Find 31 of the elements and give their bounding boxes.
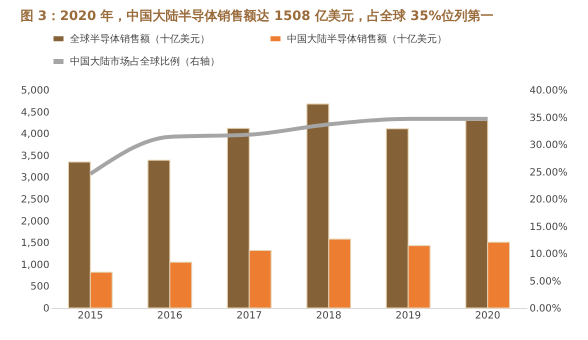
x-tick-label: 2020 xyxy=(474,310,500,322)
x-tick-label: 2015 xyxy=(78,310,104,322)
line-series xyxy=(88,116,490,176)
y2-tick-label: 15.00% xyxy=(530,222,568,233)
y-tick-label: 0 xyxy=(43,304,50,314)
y-tick-label: 2,500 xyxy=(20,194,50,206)
y2-tick-label: 0.00% xyxy=(530,304,562,314)
x-tick-label: 2018 xyxy=(316,310,342,322)
y-tick-label: 5,000 xyxy=(20,86,50,96)
y-tick-label: 500 xyxy=(30,282,50,293)
x-tick-label: 2016 xyxy=(157,310,183,322)
y2-tick-label: 30.00% xyxy=(530,140,568,151)
x-tick-label: 2019 xyxy=(395,310,421,322)
y-tick-label: 1,000 xyxy=(20,260,50,271)
y-tick-label: 4,000 xyxy=(20,129,50,140)
y2-tick-label: 35.00% xyxy=(530,112,568,124)
legend-label: 中国大陆半导体销售额（十亿美元） xyxy=(287,32,447,45)
chart-title: 图 3：2020 年，中国大陆半导体销售额达 1508 亿美元，占全球 35%位列第一 xyxy=(20,8,494,24)
y-tick-label: 1,500 xyxy=(20,238,50,250)
y2-tick-label: 5.00% xyxy=(530,276,562,288)
y-tick-label: 3,500 xyxy=(20,150,50,162)
legend-label: 全球半导体销售额（十亿美元） xyxy=(70,32,210,45)
legend-label: 中国大陆市场占全球比例（右轴） xyxy=(70,56,220,68)
y-tick-label: 2,000 xyxy=(20,216,50,228)
y2-tick-label: 40.00% xyxy=(530,86,568,96)
y2-tick-label: 25.00% xyxy=(530,167,568,178)
y2-tick-label: 10.00% xyxy=(530,249,568,260)
y2-tick-label: 20.00% xyxy=(530,194,568,206)
y-tick-label: 3,000 xyxy=(20,172,50,184)
x-tick-label: 2017 xyxy=(236,310,262,322)
y-tick-label: 4,500 xyxy=(20,107,50,118)
